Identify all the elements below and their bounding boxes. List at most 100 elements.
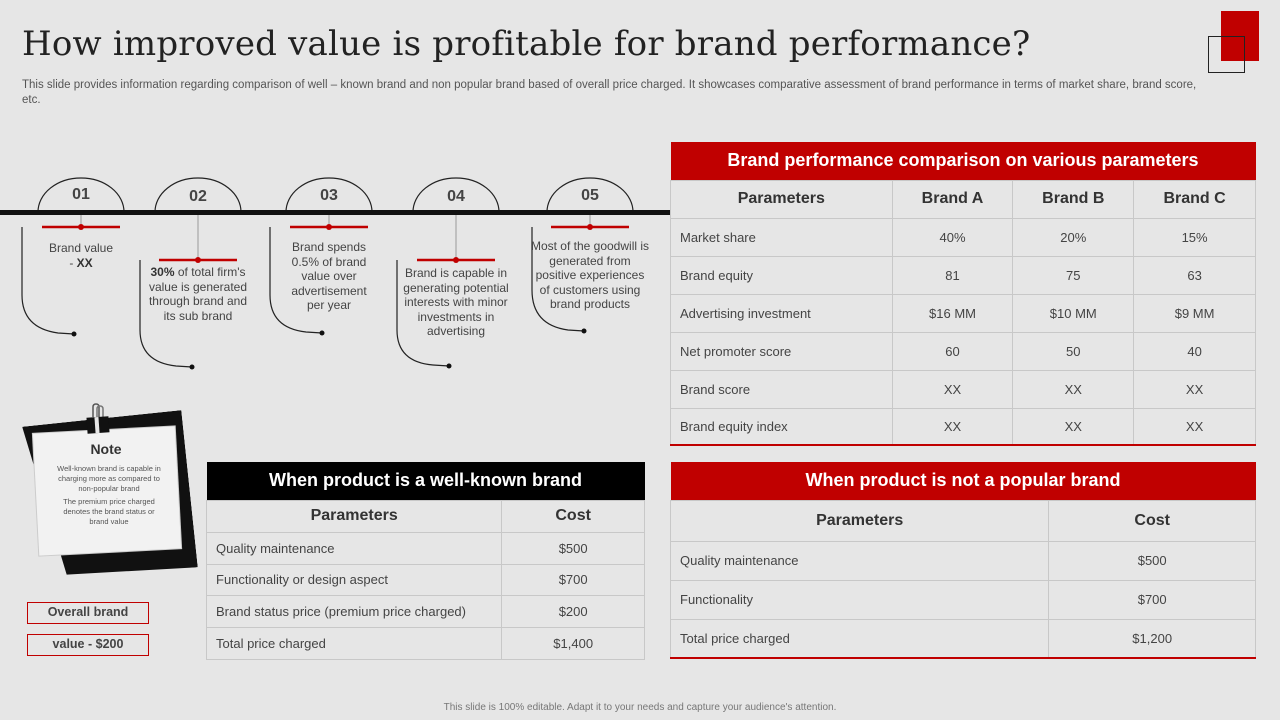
table-cell: Functionality bbox=[669, 579, 1050, 620]
table-cell: 81 bbox=[891, 255, 1014, 295]
table-cell: XX bbox=[1012, 369, 1135, 409]
table-row: Net promoter score 60 50 40 bbox=[670, 331, 1256, 371]
table-cell: XX bbox=[1012, 407, 1135, 446]
step-end-dot-3 bbox=[319, 330, 325, 336]
table-cell: $700 bbox=[501, 563, 645, 596]
step-arch-2 bbox=[154, 177, 242, 213]
table-row: Market share 40% 20% 15% bbox=[670, 217, 1256, 257]
wellknown-table-title: When product is a well-known brand bbox=[206, 462, 645, 500]
step-number-3: 03 bbox=[320, 187, 338, 204]
step-arch-1 bbox=[37, 177, 125, 213]
table-cell: $9 MM bbox=[1133, 293, 1256, 333]
step-curve-2 bbox=[139, 260, 193, 368]
table-cell: XX bbox=[891, 407, 1014, 446]
table-cell: Functionality or design aspect bbox=[205, 563, 503, 596]
table-row: Advertising investment $16 MM $10 MM $9 … bbox=[670, 293, 1256, 333]
table-cell: Quality maintenance bbox=[205, 531, 503, 565]
table-cell: Quality maintenance bbox=[669, 540, 1050, 581]
step-end-dot-1 bbox=[71, 331, 77, 337]
timeline-graphic bbox=[21, 177, 634, 370]
wellknown-header-cost: Cost bbox=[501, 499, 645, 533]
table-cell: Total price charged bbox=[205, 626, 503, 660]
table-row: Quality maintenance $500 bbox=[205, 531, 645, 565]
step-curve-5 bbox=[531, 227, 585, 332]
step-curve-1 bbox=[21, 227, 75, 335]
step-end-dot-4 bbox=[446, 363, 452, 369]
note-text: Well-known brand is capable in charging … bbox=[56, 464, 162, 530]
performance-header-brand-b: Brand B bbox=[1012, 179, 1135, 219]
table-cell: 50 bbox=[1012, 331, 1135, 371]
table-cell: XX bbox=[1133, 407, 1256, 446]
step-red-dot-5 bbox=[587, 224, 593, 230]
table-cell: $10 MM bbox=[1012, 293, 1135, 333]
table-cell: Brand score bbox=[670, 369, 893, 409]
table-row: Brand score XX XX XX bbox=[670, 369, 1256, 409]
table-cell: Market share bbox=[670, 217, 893, 257]
table-cell: Net promoter score bbox=[670, 331, 893, 371]
table-cell: 20% bbox=[1012, 217, 1135, 257]
step-text-1: Brand value - XX bbox=[48, 241, 114, 270]
table-cell: Brand equity index bbox=[670, 407, 893, 446]
step-number-4: 04 bbox=[447, 188, 465, 205]
table-cell: XX bbox=[891, 369, 1014, 409]
step-red-dot-3 bbox=[326, 224, 332, 230]
overall-brand-label: Overall brand bbox=[27, 602, 149, 624]
table-row: Total price charged $1,200 bbox=[669, 618, 1256, 659]
table-cell: 15% bbox=[1133, 217, 1256, 257]
wellknown-header-parameters: Parameters bbox=[205, 499, 503, 533]
timeline-bar bbox=[0, 210, 670, 215]
step-curve-3 bbox=[269, 227, 323, 334]
table-row: Total price charged $1,400 bbox=[205, 626, 645, 660]
step-text-4: Brand is capable in generating potential… bbox=[403, 266, 509, 338]
step-arch-5 bbox=[546, 177, 634, 213]
table-cell: 40 bbox=[1133, 331, 1256, 371]
step-text-3: Brand spends 0.5% of brand value over ad… bbox=[291, 240, 367, 312]
overall-value-label: value - $200 bbox=[27, 634, 149, 656]
corner-decoration-outline bbox=[1208, 36, 1245, 73]
step-arch-4 bbox=[412, 177, 500, 213]
page-subtitle: This slide provides information regardin… bbox=[22, 79, 1197, 106]
footer-note: This slide is 100% editable. Adapt it to… bbox=[443, 702, 837, 713]
table-cell: $200 bbox=[501, 594, 645, 628]
note-line-2: The premium price charged denotes the br… bbox=[63, 497, 155, 526]
table-cell: XX bbox=[1133, 369, 1256, 409]
brand-performance-table: Brand performance comparison on various … bbox=[670, 142, 1256, 446]
table-cell: $500 bbox=[501, 531, 645, 565]
step-text-5: Most of the goodwill is generated from p… bbox=[530, 239, 650, 311]
table-cell: $16 MM bbox=[891, 293, 1014, 333]
step-end-dot-2 bbox=[189, 364, 195, 370]
step-text-2: 30% of total firm's value is generated t… bbox=[148, 265, 248, 323]
table-row: Brand equity 81 75 63 bbox=[670, 255, 1256, 295]
table-cell: $500 bbox=[1048, 540, 1256, 581]
table-cell: $700 bbox=[1048, 579, 1256, 620]
binder-clip-icon bbox=[86, 403, 110, 434]
notpopular-header-cost: Cost bbox=[1048, 499, 1256, 542]
step-number-2: 02 bbox=[189, 188, 207, 205]
step-red-dot-2 bbox=[195, 257, 201, 263]
table-cell: 63 bbox=[1133, 255, 1256, 295]
step-number-1: 01 bbox=[72, 186, 90, 203]
table-row: Quality maintenance $500 bbox=[669, 540, 1256, 581]
table-row: Functionality $700 bbox=[669, 579, 1256, 620]
notpopular-table-title: When product is not a popular brand bbox=[670, 462, 1256, 500]
step-red-dot-4 bbox=[453, 257, 459, 263]
step-number-5: 05 bbox=[581, 187, 599, 204]
table-cell: Total price charged bbox=[669, 618, 1050, 659]
step-end-dot-5 bbox=[581, 328, 587, 334]
performance-header-brand-c: Brand C bbox=[1133, 179, 1256, 219]
step-red-dot-1 bbox=[78, 224, 84, 230]
table-row: Brand status price (premium price charge… bbox=[205, 594, 645, 628]
note-line-1: Well-known brand is capable in charging … bbox=[57, 464, 161, 493]
step-curve-4 bbox=[396, 260, 450, 367]
table-cell: Brand status price (premium price charge… bbox=[205, 594, 503, 628]
wellknown-brand-table: When product is a well-known brand Param… bbox=[205, 462, 645, 660]
table-cell: Advertising investment bbox=[670, 293, 893, 333]
table-cell: 60 bbox=[891, 331, 1014, 371]
performance-header-brand-a: Brand A bbox=[891, 179, 1014, 219]
note-title: Note bbox=[90, 441, 122, 457]
table-cell: $1,400 bbox=[501, 626, 645, 660]
table-cell: 40% bbox=[891, 217, 1014, 257]
performance-header-parameters: Parameters bbox=[670, 179, 893, 219]
table-row: Functionality or design aspect $700 bbox=[205, 563, 645, 596]
table-cell: $1,200 bbox=[1048, 618, 1256, 659]
